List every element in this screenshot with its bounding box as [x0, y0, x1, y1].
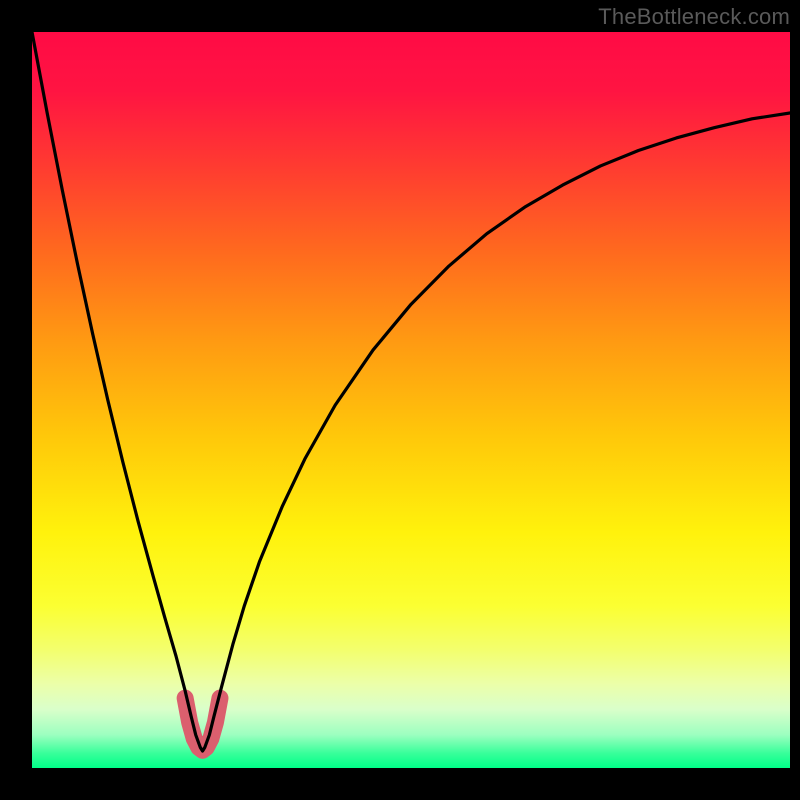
- bottleneck-chart: [32, 32, 790, 768]
- plot-area: [32, 32, 790, 768]
- gradient-background: [32, 32, 790, 768]
- watermark-text: TheBottleneck.com: [598, 4, 790, 30]
- chart-container: TheBottleneck.com: [0, 0, 800, 800]
